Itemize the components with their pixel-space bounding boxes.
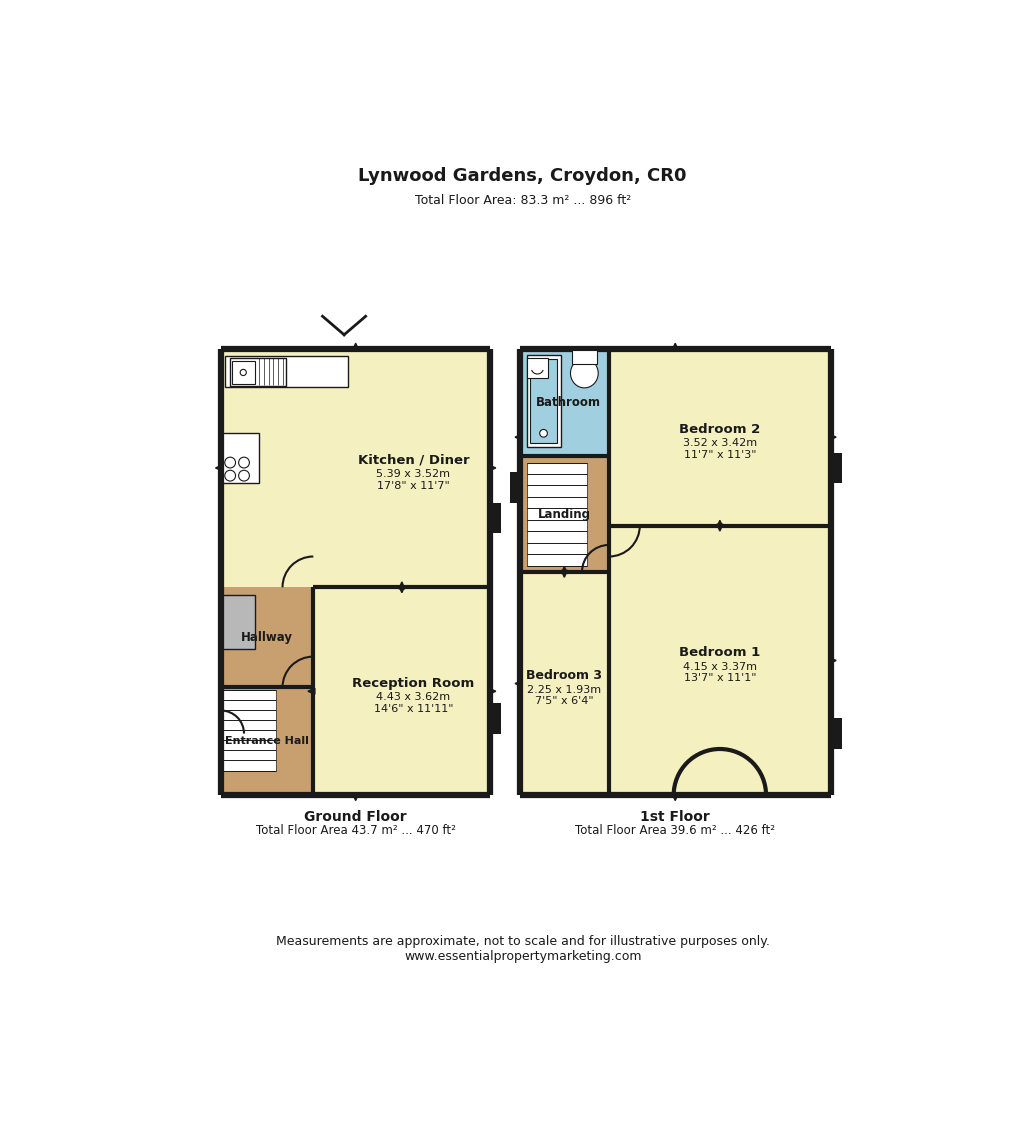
Bar	[221, 687, 313, 795]
Text: Entrance Hall: Entrance Hall	[225, 736, 309, 746]
Polygon shape	[353, 794, 359, 801]
Bar	[510, 472, 522, 502]
Polygon shape	[308, 688, 315, 694]
Bar	[221, 348, 490, 587]
Bar	[230, 358, 285, 386]
Text: Bedroom 2: Bedroom 2	[679, 423, 760, 435]
Ellipse shape	[570, 358, 597, 388]
Text: Hallway: Hallway	[240, 631, 292, 644]
Polygon shape	[828, 658, 836, 663]
Text: 3.52 x 3.42m: 3.52 x 3.42m	[682, 439, 756, 448]
Circle shape	[239, 370, 246, 375]
Circle shape	[238, 471, 250, 481]
Bar	[231, 361, 255, 384]
Text: 1st Floor: 1st Floor	[640, 810, 709, 823]
Text: Landing: Landing	[537, 508, 590, 521]
Bar	[608, 526, 829, 795]
Polygon shape	[488, 465, 495, 471]
Polygon shape	[672, 344, 678, 350]
Polygon shape	[672, 794, 678, 801]
Polygon shape	[828, 434, 836, 440]
Text: 5.39 x 3.52m: 5.39 x 3.52m	[376, 469, 450, 479]
Text: Bathroom: Bathroom	[535, 396, 600, 409]
Text: Lynwood Gardens, Croydon, CR0: Lynwood Gardens, Croydon, CR0	[358, 167, 687, 185]
Text: 7'5" x 6'4": 7'5" x 6'4"	[535, 696, 593, 706]
Bar	[224, 356, 347, 387]
Polygon shape	[488, 688, 495, 694]
Text: 13'7" x 11'1": 13'7" x 11'1"	[683, 674, 755, 683]
Bar	[222, 433, 259, 483]
Polygon shape	[560, 567, 567, 574]
Bar	[520, 572, 608, 795]
Bar	[530, 358, 556, 443]
Polygon shape	[716, 521, 722, 527]
Text: Reception Room: Reception Room	[352, 677, 474, 691]
Circle shape	[238, 457, 250, 468]
Polygon shape	[515, 680, 522, 686]
Text: Bedroom 3: Bedroom 3	[526, 669, 602, 683]
Bar	[520, 456, 608, 572]
Circle shape	[224, 471, 235, 481]
Polygon shape	[398, 586, 405, 593]
Text: 11'7" x 11'3": 11'7" x 11'3"	[683, 450, 755, 460]
Bar	[488, 502, 500, 533]
Text: Bedroom 1: Bedroom 1	[679, 646, 760, 659]
Bar	[572, 350, 596, 364]
Text: 2.25 x 1.93m: 2.25 x 1.93m	[527, 685, 601, 695]
Bar	[526, 463, 586, 566]
Circle shape	[224, 457, 235, 468]
Polygon shape	[716, 524, 722, 531]
Text: www.essentialpropertymarketing.com: www.essentialpropertymarketing.com	[404, 950, 641, 964]
Bar	[828, 718, 841, 748]
Text: Total Floor Area: 83.3 m² ... 896 ft²: Total Floor Area: 83.3 m² ... 896 ft²	[414, 194, 631, 208]
Polygon shape	[215, 465, 222, 471]
Bar	[313, 587, 490, 795]
Text: Measurements are approximate, not to scale and for illustrative purposes only.: Measurements are approximate, not to sca…	[275, 936, 769, 948]
Text: Total Floor Area 39.6 m² ... 426 ft²: Total Floor Area 39.6 m² ... 426 ft²	[575, 824, 774, 837]
Bar	[526, 358, 547, 378]
Polygon shape	[515, 434, 522, 440]
Text: 14'6" x 11'11": 14'6" x 11'11"	[373, 704, 452, 714]
Polygon shape	[560, 570, 567, 577]
Text: Kitchen / Diner: Kitchen / Diner	[358, 454, 469, 467]
Bar	[222, 595, 255, 649]
Text: 17'8" x 11'7": 17'8" x 11'7"	[377, 481, 449, 491]
Bar	[520, 348, 608, 456]
Polygon shape	[398, 582, 405, 589]
Text: 4.43 x 3.62m: 4.43 x 3.62m	[376, 693, 450, 702]
Bar	[526, 355, 560, 447]
Bar	[488, 703, 500, 734]
Polygon shape	[353, 344, 359, 350]
Bar	[223, 689, 275, 771]
Circle shape	[539, 430, 547, 437]
Text: Total Floor Area 43.7 m² ... 470 ft²: Total Floor Area 43.7 m² ... 470 ft²	[256, 824, 455, 837]
Text: Ground Floor: Ground Floor	[304, 810, 407, 823]
Bar	[608, 348, 829, 526]
Text: 4.15 x 3.37m: 4.15 x 3.37m	[682, 661, 756, 671]
Bar	[221, 587, 313, 687]
Bar	[828, 452, 841, 483]
